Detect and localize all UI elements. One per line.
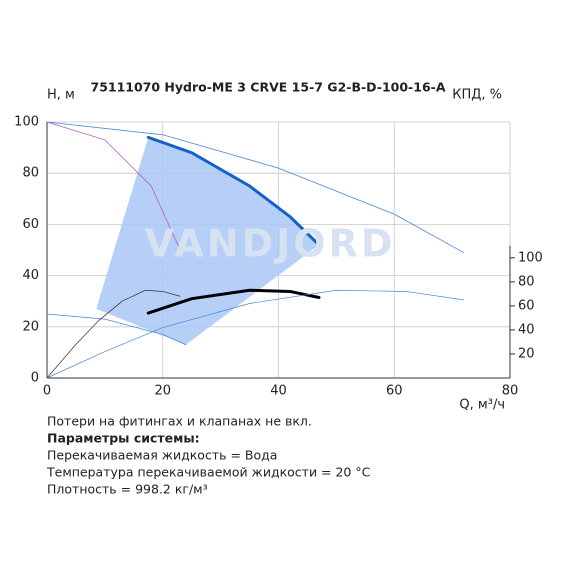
y-tick-label: 80 xyxy=(22,166,39,181)
curve xyxy=(46,121,181,251)
note: Потери на фитингах и клапанах не вкл. xyxy=(47,414,312,429)
y-tick-label: 100 xyxy=(14,115,39,130)
note: Перекачиваемая жидкость = Вода xyxy=(47,448,277,463)
curve xyxy=(46,313,187,346)
x-tick-label: 60 xyxy=(386,384,403,399)
y2-tick-label: 100 xyxy=(518,250,543,265)
operating-area xyxy=(96,137,320,345)
x-tick-label: 40 xyxy=(270,384,287,399)
note: Плотность = 998.2 кг/м³ xyxy=(47,482,208,497)
y2-axis-label: КПД, % xyxy=(452,88,502,103)
curve xyxy=(146,135,321,247)
curve xyxy=(146,288,321,315)
y-tick-label: 40 xyxy=(22,268,39,283)
x-tick-label: 0 xyxy=(43,384,51,399)
x-tick-label: 80 xyxy=(502,384,519,399)
y-tick-label: 0 xyxy=(31,371,39,386)
chart-title: 75111070 Hydro-ME 3 CRVE 15-7 G2-B-D-100… xyxy=(91,80,446,95)
y2-tick-label: 40 xyxy=(518,322,535,337)
curve xyxy=(46,121,465,253)
curve xyxy=(46,289,181,379)
note: Параметры системы: xyxy=(47,431,200,446)
y2-tick-label: 60 xyxy=(518,298,535,313)
watermark: VANDJORD xyxy=(145,222,396,266)
curve xyxy=(46,289,465,379)
y2-tick-label: 80 xyxy=(518,274,535,289)
y-tick-label: 60 xyxy=(22,217,39,232)
y-tick-label: 20 xyxy=(22,319,39,334)
y2-tick-label: 20 xyxy=(518,346,535,361)
note: Температура перекачиваемой жидкости = 20… xyxy=(46,465,371,480)
x-tick-label: 20 xyxy=(154,384,171,399)
y-axis-label: H, м xyxy=(47,88,75,103)
x-axis-label: Q, м³/ч xyxy=(459,398,505,413)
